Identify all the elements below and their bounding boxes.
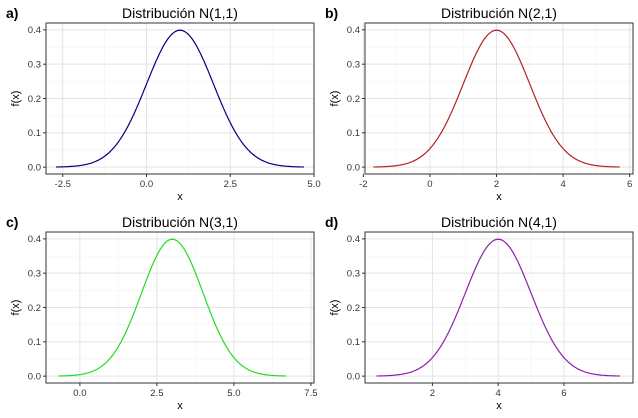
- y-tick-label: 0.4: [347, 25, 360, 36]
- y-tick-label: 0.0: [28, 162, 41, 173]
- y-tick-label: 0.3: [28, 268, 41, 279]
- y-tick-label: 0.0: [347, 371, 360, 382]
- x-tick-label: 6: [627, 179, 632, 190]
- y-tick-label: 0.2: [347, 303, 360, 314]
- x-tick-label: 4: [496, 388, 501, 399]
- y-axis-label: f(x): [329, 300, 341, 316]
- x-tick-label: -2.5: [55, 179, 71, 190]
- y-tick-label: 0.3: [347, 268, 360, 279]
- density-line: [58, 238, 287, 377]
- x-axis-label: x: [177, 191, 183, 203]
- y-axis-label: f(x): [10, 91, 22, 107]
- density-line: [56, 29, 304, 168]
- panel-title: Distribución N(1,1): [122, 5, 238, 21]
- x-tick-label: 6: [561, 388, 566, 399]
- density-line: [373, 29, 620, 168]
- x-tick-label: -2: [359, 179, 367, 190]
- x-tick-label: 2.5: [150, 388, 163, 399]
- panel-tag: d): [325, 214, 338, 230]
- panel-4: 2 4 6 0.0 0.1 0.2 0.3 0.4 x f(x) Distribución N(4,…: [325, 214, 634, 412]
- panel-title: Distribución N(3,1): [122, 214, 238, 230]
- y-tick-label: 0.1: [347, 128, 360, 139]
- x-tick-label: 0.0: [140, 179, 153, 190]
- x-axis-label: x: [496, 191, 502, 203]
- y-tick-label: 0.2: [347, 94, 360, 105]
- y-tick-label: 0.3: [28, 59, 41, 70]
- x-tick-label: 7.5: [304, 388, 317, 399]
- y-tick-label: 0.2: [28, 94, 41, 105]
- y-tick-label: 0.2: [28, 303, 41, 314]
- y-tick-label: 0.1: [28, 128, 41, 139]
- panel-title: Distribución N(2,1): [441, 5, 557, 21]
- x-axis-label: x: [496, 400, 502, 412]
- y-tick-label: 0.1: [347, 337, 360, 348]
- y-tick-label: 0.1: [28, 337, 41, 348]
- y-tick-label: 0.0: [28, 371, 41, 382]
- panel-tag: b): [325, 5, 338, 21]
- x-tick-label: 5.0: [227, 388, 240, 399]
- y-axis-label: f(x): [329, 91, 341, 107]
- x-tick-label: 2.5: [224, 179, 237, 190]
- panel-1: -2.5 0.0 2.5 5.0 0.0 0.1 0.2 0.3 0.4 x f(x) Distrib…: [6, 5, 321, 203]
- x-tick-label: 0: [427, 179, 432, 190]
- panel-tag: a): [6, 5, 18, 21]
- panel-tag: c): [6, 214, 18, 230]
- x-tick-label: 0.0: [73, 388, 86, 399]
- x-tick-label: 2: [430, 388, 435, 399]
- y-tick-label: 0.4: [28, 25, 41, 36]
- y-tick-label: 0.0: [347, 162, 360, 173]
- y-tick-label: 0.4: [347, 234, 360, 245]
- panel-title: Distribución N(4,1): [441, 214, 557, 230]
- panel-2: -2 0 2 4 6 0.0 0.1 0.2 0.3 0.4 x f(x) Distribución N…: [325, 5, 634, 203]
- y-tick-label: 0.4: [28, 234, 41, 245]
- x-tick-label: 5.0: [307, 179, 320, 190]
- x-tick-label: 2: [494, 179, 499, 190]
- panel-3: 0.0 2.5 5.0 7.5 0.0 0.1 0.2 0.3 0.4 x f(x) Distribu…: [6, 214, 318, 412]
- y-tick-label: 0.3: [347, 59, 360, 70]
- x-tick-label: 4: [560, 179, 565, 190]
- y-axis-label: f(x): [10, 300, 22, 316]
- x-axis-label: x: [177, 400, 183, 412]
- density-line: [376, 238, 620, 377]
